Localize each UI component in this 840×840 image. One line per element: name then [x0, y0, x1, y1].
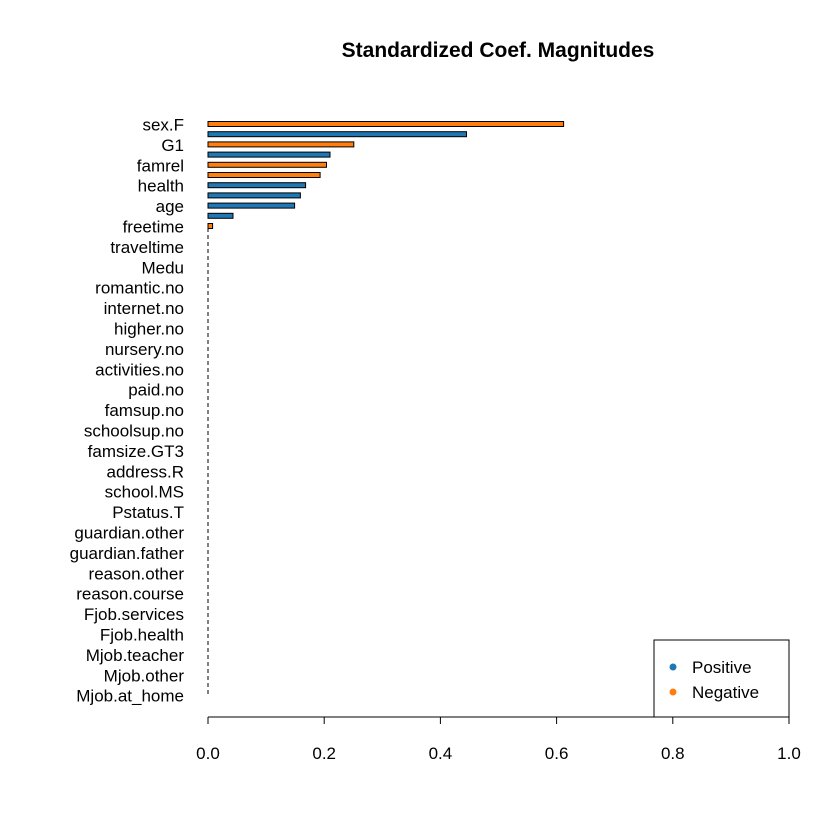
y-label-paid-no: paid.no	[128, 381, 184, 400]
bar-4	[207, 151, 331, 158]
legend-box	[653, 639, 790, 718]
y-label-famrel: famrel	[137, 156, 184, 175]
y-label-traveltime: traveltime	[110, 238, 184, 257]
y-label-activities-no: activities.no	[95, 360, 184, 379]
y-label-pstatus-t: Pstatus.T	[112, 503, 184, 522]
y-label-g1: G1	[161, 136, 184, 155]
y-label-famsize-gt3: famsize.GT3	[88, 442, 184, 461]
bar-10	[207, 212, 234, 219]
legend: Positive Negative	[653, 639, 790, 718]
x-tick-label-2: 0.4	[429, 744, 453, 763]
x-tick-label-5: 1.0	[777, 744, 801, 763]
bar-3	[207, 141, 355, 148]
chart-title: Standardized Coef. Magnitudes	[342, 39, 655, 62]
y-label-mjob-at-home: Mjob.at_home	[76, 687, 184, 706]
bar-9	[207, 202, 296, 209]
x-axis: 0.0 0.2 0.4 0.6 0.8 1.0	[196, 716, 801, 763]
y-label-sex-f: sex.F	[142, 116, 184, 135]
bar-2	[207, 131, 467, 138]
bar-7	[207, 182, 307, 189]
y-label-mjob-other: Mjob.other	[104, 666, 185, 685]
x-tick-label-3: 0.6	[545, 744, 569, 763]
x-tick-label-4: 0.8	[661, 744, 685, 763]
y-label-famsup-no: famsup.no	[105, 401, 184, 420]
y-label-reason-other: reason.other	[89, 564, 185, 583]
legend-negative-label: Negative	[692, 683, 759, 702]
x-tick-label-1: 0.2	[312, 744, 336, 763]
legend-negative-marker	[669, 688, 677, 696]
y-label-internet-no: internet.no	[104, 299, 184, 318]
y-label-freetime: freetime	[123, 218, 184, 237]
bars-group	[207, 121, 565, 229]
y-label-address-r: address.R	[107, 462, 184, 481]
y-label-age: age	[156, 197, 184, 216]
y-label-health: health	[138, 177, 184, 196]
bar-8	[207, 192, 301, 199]
y-label-medu: Medu	[141, 258, 184, 277]
y-label-guardian-father: guardian.father	[70, 544, 185, 563]
y-label-fjob-health: Fjob.health	[100, 626, 184, 645]
y-label-romantic-no: romantic.no	[95, 279, 184, 298]
y-label-mjob-teacher: Mjob.teacher	[86, 646, 185, 665]
y-label-higher-no: higher.no	[114, 320, 184, 339]
bar-1	[207, 121, 565, 127]
y-label-fjob-services: Fjob.services	[84, 605, 184, 624]
y-label-guardian-other: guardian.other	[74, 524, 184, 543]
y-label-nursery-no: nursery.no	[105, 340, 184, 359]
y-label-school-ms: school.MS	[105, 483, 184, 502]
legend-positive-marker	[669, 663, 677, 671]
legend-positive-label: Positive	[692, 658, 752, 677]
bar-6	[207, 172, 321, 178]
x-tick-label-0: 0.0	[196, 744, 220, 763]
y-label-schoolsup-no: schoolsup.no	[84, 422, 184, 441]
bar-5	[207, 161, 327, 168]
bar-11	[207, 223, 214, 229]
y-label-reason-course: reason.course	[76, 585, 184, 604]
